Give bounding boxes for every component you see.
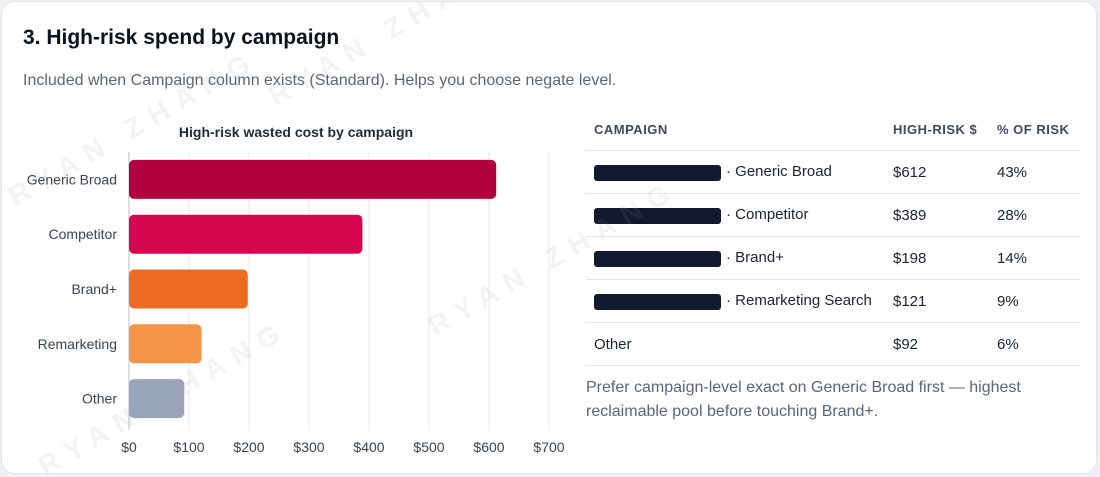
campaign-name: · Competitor — [726, 206, 809, 224]
campaign-name: Other — [594, 335, 632, 353]
cell-campaign: · Brand+ — [586, 236, 885, 280]
cell-campaign: · Competitor — [586, 193, 885, 237]
column-header-percent: % OF RISK — [989, 108, 1080, 151]
cell-high-risk-amount: $198 — [885, 236, 989, 280]
cell-high-risk-amount: $612 — [885, 150, 989, 194]
table-row: · Competitor $389 28% — [586, 193, 1080, 237]
bar — [129, 379, 185, 419]
section-title: 3. High-risk spend by campaign — [23, 26, 340, 49]
cell-campaign: · Generic Broad — [586, 150, 885, 194]
redacted-block — [594, 164, 721, 181]
category-label: Other — [82, 391, 117, 407]
redacted-block — [594, 293, 721, 310]
cell-high-risk-amount: $121 — [885, 279, 989, 323]
redacted-block — [594, 207, 721, 224]
x-tick-label: $500 — [413, 439, 444, 455]
bar — [129, 324, 202, 364]
category-label: Brand+ — [71, 281, 117, 297]
bar-chart: High-risk wasted cost by campaign $0 $100 $… — [27, 124, 565, 455]
x-tick-label: $300 — [293, 439, 324, 455]
redacted-block — [594, 250, 721, 267]
cell-high-risk-amount: $389 — [885, 193, 989, 237]
x-tick-label: $100 — [173, 439, 204, 455]
bar — [129, 159, 497, 199]
cell-percent-of-risk: 43% — [989, 150, 1080, 194]
x-tick-label: $400 — [353, 439, 384, 455]
category-label: Generic Broad — [27, 171, 117, 187]
cell-percent-of-risk: 6% — [989, 322, 1080, 366]
bar — [129, 214, 363, 254]
category-label: Remarketing — [38, 336, 117, 352]
column-header-campaign: CAMPAIGN — [586, 108, 885, 151]
table-row: · Generic Broad $612 43% — [586, 150, 1080, 194]
cell-campaign: Other — [586, 322, 885, 366]
x-tick-label: $0 — [121, 439, 137, 455]
cell-high-risk-amount: $92 — [885, 322, 989, 366]
section-subtitle: Included when Campaign column exists (St… — [23, 72, 617, 89]
cell-percent-of-risk: 14% — [989, 236, 1080, 280]
cell-percent-of-risk: 9% — [989, 279, 1080, 323]
table-row: · Remarketing Search $121 9% — [586, 279, 1080, 323]
campaign-name: · Remarketing Search — [726, 292, 872, 310]
x-tick-label: $600 — [473, 439, 504, 455]
campaign-table-container: CAMPAIGN HIGH-RISK $ % OF RISK · Generic… — [586, 108, 1080, 366]
cell-percent-of-risk: 28% — [989, 193, 1080, 237]
category-label: Competitor — [49, 226, 118, 242]
x-tick-label: $200 — [233, 439, 264, 455]
recommendation-note: Prefer campaign-level exact on Generic B… — [586, 379, 1021, 420]
cell-campaign: · Remarketing Search — [586, 279, 885, 323]
chart-title: High-risk wasted cost by campaign — [179, 124, 413, 140]
column-header-high-risk: HIGH-RISK $ — [885, 108, 989, 151]
table-row: · Brand+ $198 14% — [586, 236, 1080, 280]
campaign-table: CAMPAIGN HIGH-RISK $ % OF RISK · Generic… — [586, 108, 1080, 366]
x-tick-label: $700 — [533, 439, 564, 455]
bar — [129, 269, 248, 309]
campaign-name: · Generic Broad — [726, 163, 832, 181]
campaign-name: · Brand+ — [726, 249, 784, 267]
table-row: Other $92 6% — [586, 322, 1080, 366]
table-header-row: CAMPAIGN HIGH-RISK $ % OF RISK — [586, 108, 1080, 151]
